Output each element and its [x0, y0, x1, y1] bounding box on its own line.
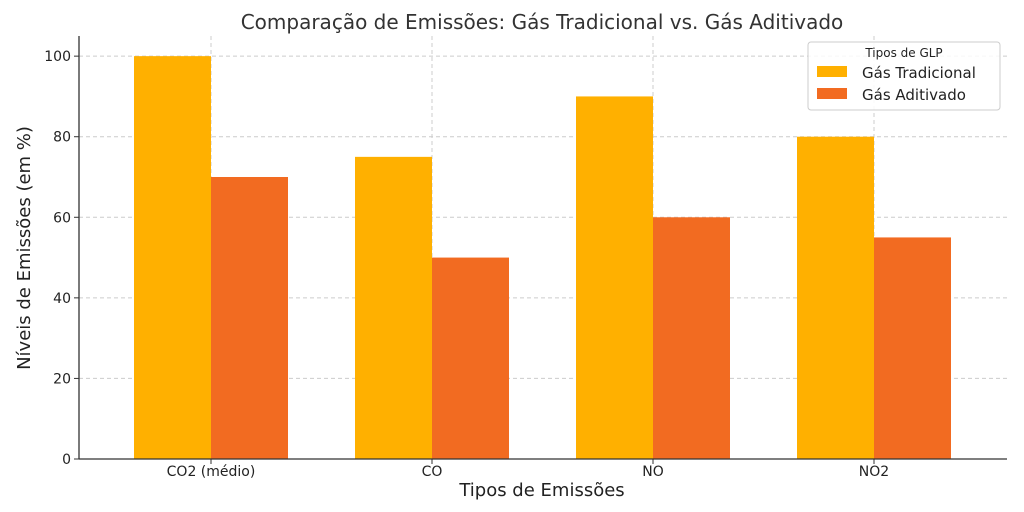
y-tick-label: 60 — [53, 210, 71, 226]
bar-gas-aditivado — [211, 177, 288, 459]
bars — [134, 56, 951, 460]
legend-frame — [807, 41, 1001, 111]
legend-swatch — [817, 66, 847, 77]
legend-title: Tipos de GLP — [864, 46, 942, 60]
bar-gas-aditivado — [874, 237, 951, 459]
bar-gas-tradicional — [576, 96, 653, 459]
axes — [78, 36, 1007, 460]
x-tick-label: CO2 (médio) — [167, 464, 256, 480]
legend-entry-label: Gás Tradicional — [862, 64, 976, 82]
bar-gas-tradicional — [355, 156, 432, 459]
legend-entry-label: Gás Aditivado — [862, 86, 966, 104]
bar-gas-tradicional — [797, 136, 874, 459]
y-tick-label: 0 — [62, 452, 71, 468]
y-tick-label: 20 — [53, 371, 71, 387]
x-tick-label: NO — [642, 464, 664, 480]
chart-title: Comparação de Emissões: Gás Tradicional … — [241, 10, 844, 34]
y-tick-label: 80 — [53, 130, 71, 146]
x-axis-label: Tipos de Emissões — [458, 480, 624, 501]
ticks: 0 20 40 60 80 100 CO2 (médio) CO NO NO2 — [44, 49, 889, 480]
legend-swatch — [817, 88, 847, 99]
bar-gas-aditivado — [432, 257, 509, 459]
bar-gas-tradicional — [134, 56, 211, 460]
y-tick-label: 100 — [44, 49, 71, 65]
x-tick-label: CO — [422, 464, 443, 480]
bar-gas-aditivado — [653, 217, 730, 459]
legend: Tipos de GLP Gás Tradicional Gás Aditivad… — [807, 41, 1001, 111]
y-tick-label: 40 — [53, 291, 71, 307]
y-axis-label: Níveis de Emissões (em %) — [14, 126, 35, 370]
x-tick-label: NO2 — [859, 464, 889, 480]
